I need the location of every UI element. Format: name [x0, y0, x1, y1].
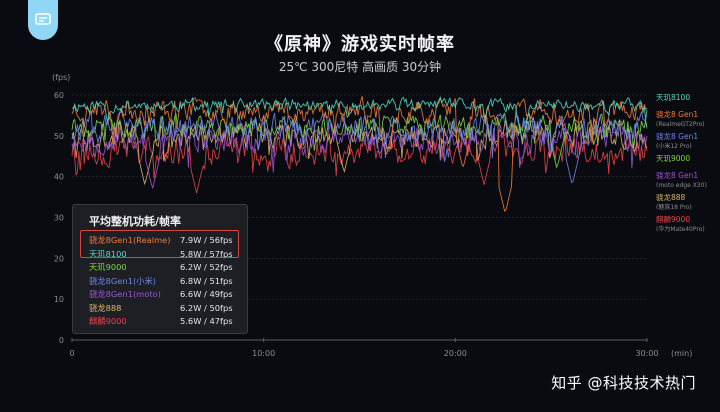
- series-legend-label: 天玑9000: [656, 154, 690, 163]
- x-tick-label: 10:00: [252, 349, 275, 358]
- x-tick-label: 0: [69, 349, 74, 358]
- series-legend-sublabel: (华为Mate40Pro): [656, 225, 705, 233]
- x-tick-label: 30:00: [635, 349, 658, 358]
- legend-panel-row-name: 骁龙8Gen1(Realme): [89, 235, 171, 245]
- brand-logo: [28, 0, 58, 40]
- watermark: 知乎 @科技技术热门: [551, 374, 696, 392]
- y-tick-label: 30: [54, 214, 64, 223]
- series-line: [71, 95, 648, 212]
- y-axis-label: (fps): [52, 73, 70, 82]
- legend-panel-row-value: 5.6W / 47fps: [180, 316, 233, 326]
- legend-panel-row-name: 骁龙888: [89, 302, 122, 313]
- legend-panel-row-value: 6.6W / 49fps: [180, 289, 233, 299]
- power-fps-legend-panel: 平均整机功耗/帧率 骁龙8Gen1(Realme) 7.9W / 56fps 天玑8…: [72, 204, 248, 334]
- series-legend-sublabel: (魅族18 Pro): [656, 203, 692, 211]
- series-line: [71, 96, 648, 141]
- legend-panel-row-name: 骁龙8Gen1(小米): [89, 275, 157, 286]
- legend-panel-title: 平均整机功耗/帧率: [89, 215, 182, 228]
- legend-panel-row: 麒麟9000 5.6W / 47fps: [87, 315, 245, 329]
- page-title: 《原神》游戏实时帧率: [265, 34, 455, 55]
- y-tick-label: 40: [54, 173, 64, 182]
- series-legend-label: 天玑8100: [656, 93, 690, 102]
- series-legend-sublabel: (moto edge X30): [656, 182, 707, 189]
- legend-panel-row: 天玑8100 5.8W / 57fps: [87, 248, 245, 262]
- legend-panel-row: 骁龙8Gen1(moto) 6.6W / 49fps: [87, 288, 245, 302]
- highlight-box: [80, 230, 239, 258]
- x-axis-label: (min): [671, 349, 692, 358]
- series-legend-sublabel: (小米12 Pro): [656, 142, 692, 150]
- y-tick-label: 10: [54, 295, 64, 304]
- series-legend-label: 麒麟9000: [656, 214, 690, 224]
- legend-panel-row-name: 天玑8100: [89, 248, 127, 259]
- legend-panel-row: 骁龙8Gen1(Realme) 7.9W / 56fps: [87, 234, 245, 248]
- x-tick-label: 20:00: [444, 349, 467, 358]
- series-line: [71, 110, 648, 184]
- series-legend-label: 骁龙8 Gen1: [656, 109, 698, 119]
- legend-panel-row: 骁龙888 6.2W / 50fps: [87, 302, 245, 316]
- brand-logo-icon: [35, 13, 51, 25]
- page-subtitle: 25℃ 300尼特 高画质 30分钟: [278, 60, 442, 74]
- legend-panel-row-value: 6.2W / 52fps: [180, 262, 233, 272]
- y-tick-label: 60: [54, 91, 64, 100]
- legend-panel-row-name: 骁龙8Gen1(moto): [89, 289, 161, 299]
- series-legend-label: 骁龙8 Gen1: [656, 131, 698, 141]
- legend-panel-row: 骁龙8Gen1(小米) 6.8W / 51fps: [87, 275, 245, 289]
- y-tick-label: 50: [54, 132, 64, 141]
- y-tick-label: 0: [59, 336, 64, 345]
- y-tick-label: 20: [54, 254, 64, 263]
- legend-panel-row-name: 麒麟9000: [89, 316, 127, 326]
- legend-panel-row-value: 5.8W / 57fps: [180, 248, 233, 259]
- legend-panel-row-name: 天玑9000: [89, 262, 127, 272]
- series-legend-label: 骁龙888: [656, 192, 686, 202]
- legend-panel-row-value: 6.2W / 50fps: [180, 302, 233, 313]
- series-line: [71, 118, 648, 190]
- legend-panel-rows: 骁龙8Gen1(Realme) 7.9W / 56fps 天玑8100 5.8W / …: [87, 234, 245, 329]
- legend-panel-row-value: 7.9W / 56fps: [180, 235, 233, 245]
- series-legend-label: 骁龙8 Gen1: [656, 170, 698, 180]
- legend-panel-row-value: 6.8W / 51fps: [180, 275, 233, 286]
- legend-panel-row: 天玑9000 6.2W / 52fps: [87, 261, 245, 275]
- series-legend-sublabel: (RealmeGT2Pro): [656, 121, 705, 128]
